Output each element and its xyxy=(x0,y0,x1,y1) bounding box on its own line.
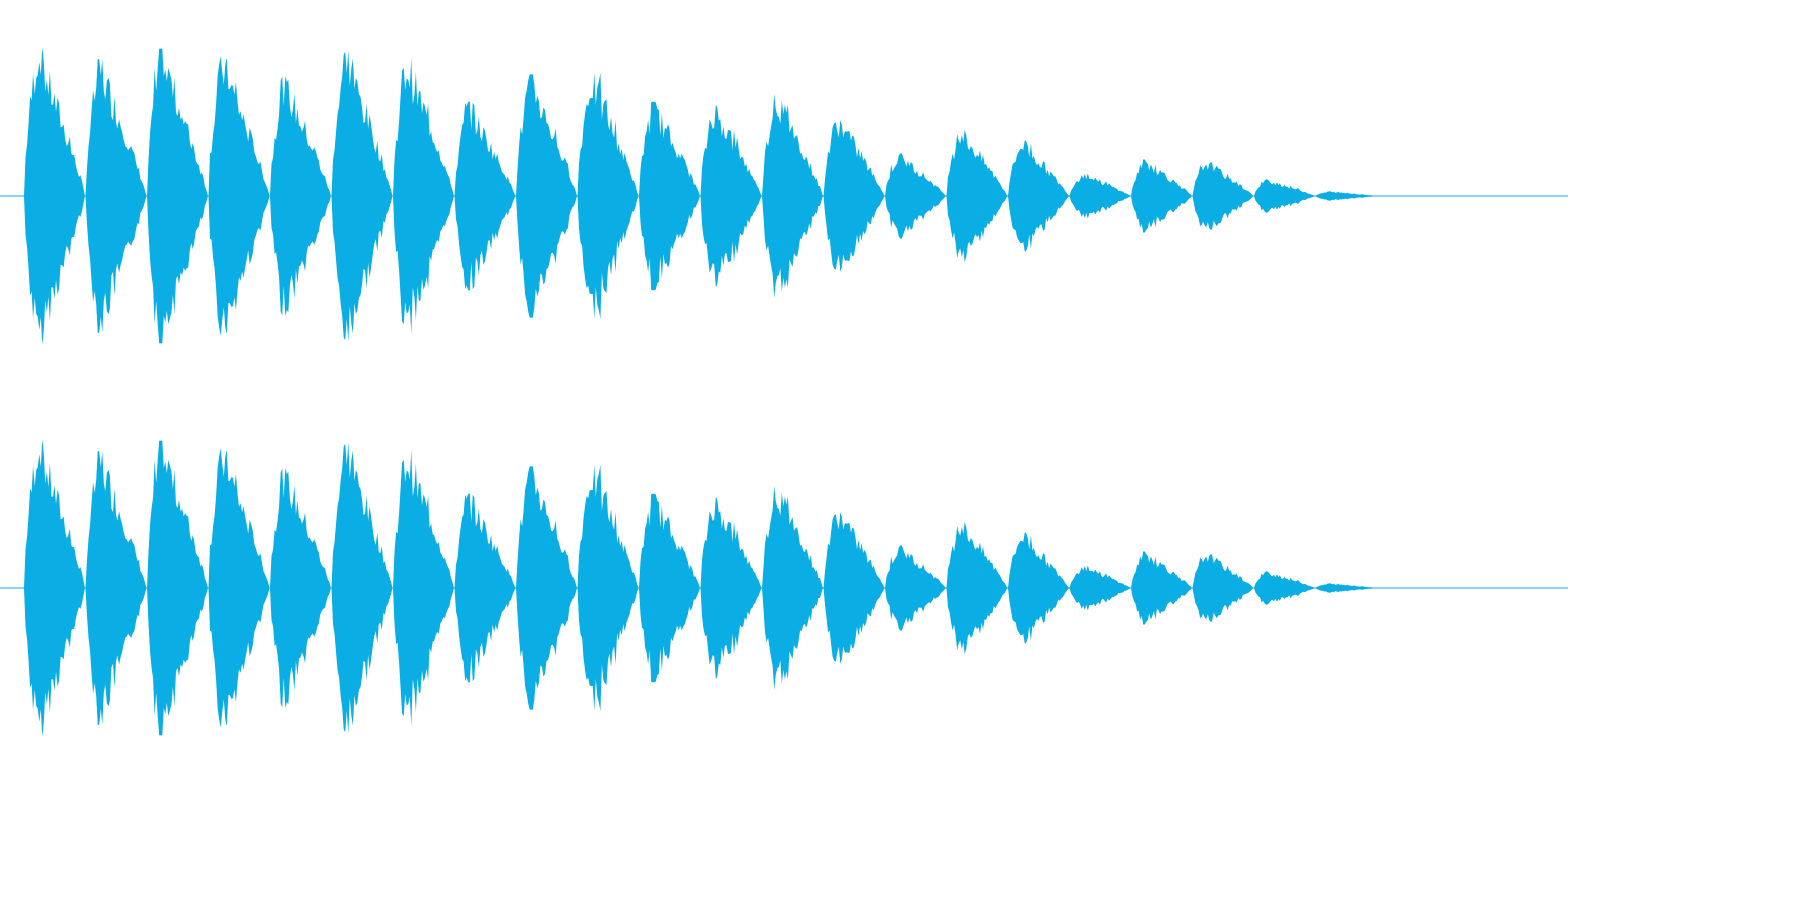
waveform-burst xyxy=(1131,159,1192,233)
audio-waveform xyxy=(0,47,1568,737)
waveform-burst xyxy=(24,439,85,737)
waveform-burst xyxy=(639,493,700,683)
waveform-burst xyxy=(700,496,762,680)
waveform-burst xyxy=(700,104,762,288)
waveform-burst xyxy=(946,521,1008,655)
waveform-burst xyxy=(516,74,577,318)
waveform-burst xyxy=(147,48,208,344)
waveform-burst xyxy=(270,467,331,709)
waveform-burst xyxy=(208,56,270,336)
waveform-burst xyxy=(823,512,885,664)
waveform-burst xyxy=(454,101,516,291)
waveform-burst xyxy=(1008,140,1069,252)
waveform-burst xyxy=(270,75,331,317)
waveform-burst xyxy=(762,486,823,690)
waveform-burst xyxy=(823,120,885,272)
waveform-burst xyxy=(1192,553,1254,623)
waveform-burst xyxy=(393,57,454,335)
waveform-burst xyxy=(639,101,700,291)
waveform-channel-left xyxy=(0,47,1568,345)
waveform-burst xyxy=(1254,571,1315,605)
waveform-burst xyxy=(454,493,516,683)
waveform-burst xyxy=(1008,532,1069,644)
waveform-burst xyxy=(24,47,85,345)
waveform-burst xyxy=(331,50,393,342)
waveform-burst xyxy=(885,545,946,631)
waveform-burst xyxy=(946,129,1008,263)
waveform-channel-right xyxy=(0,439,1568,737)
waveform-burst xyxy=(85,59,147,333)
waveform-burst xyxy=(208,448,270,728)
waveform-burst xyxy=(1192,161,1254,231)
waveform-burst xyxy=(1315,583,1377,593)
waveform-burst xyxy=(577,72,639,320)
waveform-burst xyxy=(1315,191,1377,201)
waveform-burst xyxy=(516,466,577,710)
waveform-burst xyxy=(147,440,208,736)
waveform-burst xyxy=(331,442,393,734)
waveform-burst xyxy=(1254,179,1315,213)
waveform-burst xyxy=(762,94,823,298)
waveform-burst xyxy=(85,451,147,725)
waveform-burst xyxy=(577,464,639,712)
waveform-burst xyxy=(1069,565,1131,611)
waveform-burst xyxy=(885,153,946,239)
waveform-burst xyxy=(393,449,454,727)
waveform-burst xyxy=(1131,551,1192,625)
waveform-burst xyxy=(1069,173,1131,219)
